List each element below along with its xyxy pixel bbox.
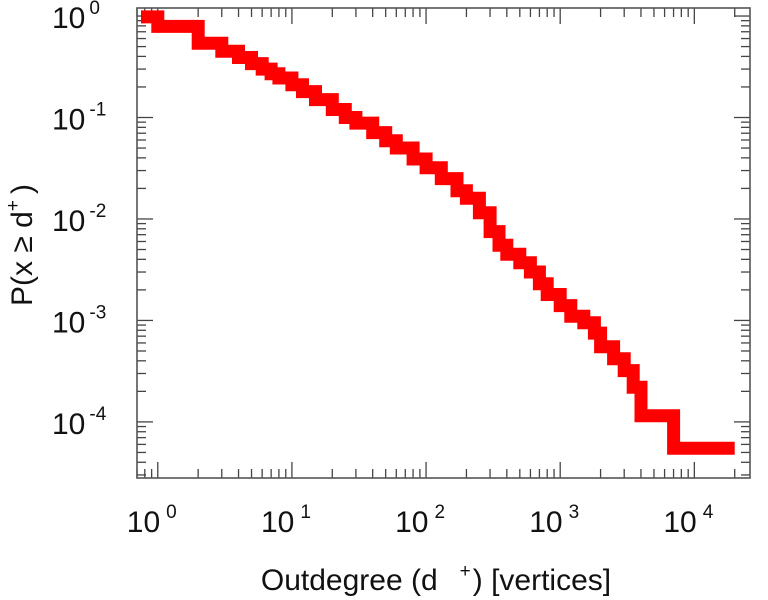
y-tick-label-exp: -1 (89, 100, 106, 121)
y-tick-label: 10 -4 (52, 404, 107, 441)
x-tick-labels: 10 0 10 1 10 2 10 3 10 4 (127, 502, 714, 539)
y-axis-label-main: P(x ≥ d (6, 211, 39, 306)
x-tick-label-exp: 1 (300, 502, 311, 523)
y-tick-label: 10 0 (52, 0, 100, 35)
x-axis-label-sup: + (460, 561, 471, 582)
y-tick-label-base: 10 (52, 205, 85, 238)
y-axis-label: P(x ≥ d+) (3, 184, 39, 306)
y-tick-label-exp: -2 (89, 201, 106, 222)
x-tick-label: 10 4 (663, 502, 713, 539)
data-series (141, 10, 735, 455)
x-tick-label: 10 3 (529, 502, 579, 539)
x-axis-label: Outdegree (d +) [vertices] (261, 561, 611, 597)
y-axis-label-sup: + (3, 200, 24, 211)
y-tick-label-base: 10 (52, 104, 85, 137)
x-tick-label: 10 1 (261, 502, 311, 539)
y-tick-label-base: 10 (52, 408, 85, 441)
y-tick-label: 10 -2 (52, 201, 106, 238)
y-tick-label: 10 -1 (52, 100, 106, 137)
y-tick-label-exp: -4 (89, 404, 106, 425)
y-axis-label-tail: ) (6, 184, 39, 194)
y-tick-label: 10 -3 (52, 302, 106, 339)
x-tick-label: 10 0 (127, 502, 177, 539)
ccdf-step-line (141, 10, 735, 455)
x-tick-label-base: 10 (663, 506, 696, 539)
x-tick-label-exp: 3 (569, 502, 580, 523)
x-tick-label: 10 2 (395, 502, 445, 539)
x-tick-label-exp: 4 (703, 502, 714, 523)
x-axis-label-tail: ) [vertices] (473, 564, 611, 597)
y-tick-label-base: 10 (52, 2, 85, 35)
x-tick-label-base: 10 (395, 506, 428, 539)
x-tick-label-base: 10 (261, 506, 294, 539)
axis-ticks (136, 8, 750, 478)
x-tick-label-exp: 2 (434, 502, 445, 523)
y-tick-label-base: 10 (52, 306, 85, 339)
plot-frame (136, 7, 751, 479)
x-axis-label-main: Outdegree (d (261, 564, 438, 597)
x-tick-label-base: 10 (127, 506, 160, 539)
x-tick-label-base: 10 (529, 506, 562, 539)
x-tick-label-exp: 0 (166, 502, 177, 523)
y-tick-label-exp: 0 (89, 0, 100, 19)
y-tick-label-exp: -3 (89, 302, 106, 323)
